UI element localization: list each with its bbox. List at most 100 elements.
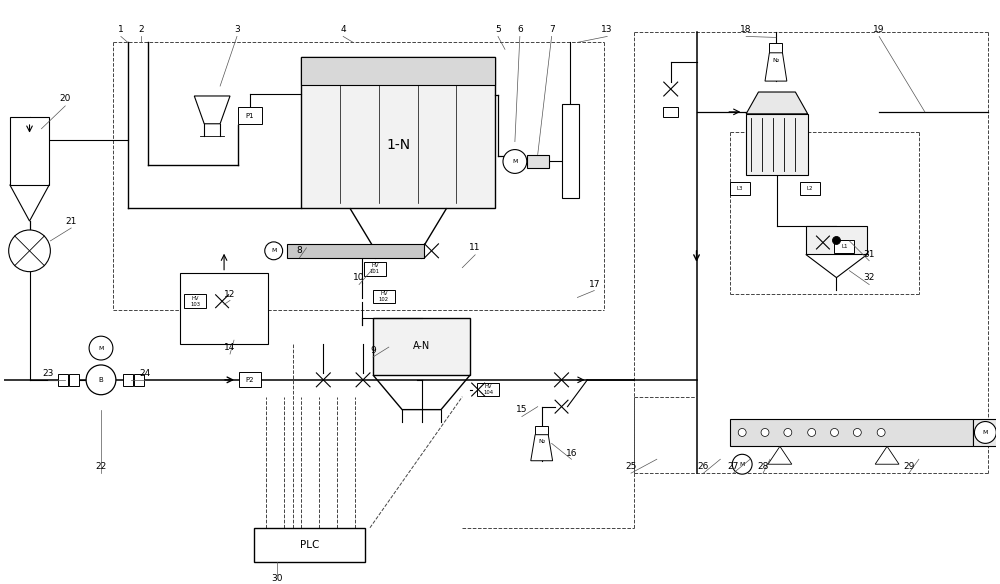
Text: 4: 4 (340, 25, 346, 34)
Bar (769, 43, 782, 53)
Circle shape (974, 422, 996, 443)
Bar (239, 373, 261, 387)
Text: 8: 8 (297, 246, 302, 255)
Circle shape (86, 365, 116, 395)
Text: 25: 25 (625, 462, 637, 471)
Bar (834, 240, 854, 253)
Polygon shape (875, 446, 899, 464)
Bar (973, 419, 1000, 446)
Polygon shape (765, 53, 787, 81)
Bar (180, 273, 268, 344)
Text: HV
102: HV 102 (379, 291, 389, 302)
Text: 12: 12 (224, 290, 236, 299)
Text: 29: 29 (903, 462, 915, 471)
Text: M: M (983, 430, 988, 435)
Text: HV
101: HV 101 (370, 263, 380, 274)
Text: 28: 28 (757, 462, 769, 471)
Text: L2: L2 (806, 186, 813, 191)
Text: P2: P2 (246, 377, 254, 383)
Bar (238, 107, 262, 124)
Text: L1: L1 (841, 244, 848, 249)
Text: L3: L3 (737, 186, 743, 191)
Bar (477, 383, 499, 397)
Text: 13: 13 (601, 25, 613, 34)
Polygon shape (768, 446, 792, 464)
Text: 17: 17 (589, 280, 600, 289)
Text: 11: 11 (469, 244, 481, 252)
Bar (254, 528, 365, 562)
Polygon shape (531, 434, 553, 461)
Text: 21: 21 (66, 217, 77, 225)
Circle shape (503, 150, 527, 173)
Bar (663, 107, 678, 117)
Text: 26: 26 (698, 462, 709, 471)
Bar (301, 57, 495, 85)
Circle shape (9, 230, 50, 272)
Bar (800, 182, 820, 194)
Text: 30: 30 (271, 574, 282, 583)
Text: HV
104: HV 104 (483, 384, 493, 395)
Text: M: M (98, 346, 104, 350)
Circle shape (808, 429, 816, 436)
Text: N₂: N₂ (772, 58, 780, 62)
Text: 15: 15 (516, 405, 528, 414)
Text: 24: 24 (139, 370, 150, 378)
Bar (69, 374, 79, 386)
Bar (373, 290, 395, 304)
Text: 7: 7 (549, 25, 554, 34)
Bar (364, 262, 386, 276)
Text: 23: 23 (43, 370, 54, 378)
Text: P1: P1 (246, 113, 254, 119)
Text: 14: 14 (224, 343, 236, 352)
Bar (287, 244, 424, 258)
Text: 22: 22 (95, 462, 107, 471)
Text: 3: 3 (234, 25, 240, 34)
Text: 16: 16 (566, 449, 577, 458)
Text: M: M (512, 159, 518, 164)
Bar (562, 104, 579, 198)
Text: 20: 20 (60, 95, 71, 103)
Bar (373, 318, 470, 375)
Text: 27: 27 (728, 462, 739, 471)
Text: N₂: N₂ (538, 439, 545, 444)
Text: 18: 18 (740, 25, 752, 34)
Bar (58, 374, 68, 386)
Text: 31: 31 (863, 251, 875, 259)
Polygon shape (746, 92, 808, 114)
Bar (730, 182, 750, 194)
Bar (730, 419, 973, 446)
Text: A-N: A-N (413, 340, 430, 351)
Bar (806, 226, 867, 255)
Text: 6: 6 (517, 25, 523, 34)
Bar (535, 426, 548, 434)
Bar (184, 294, 206, 308)
Text: M: M (271, 248, 276, 253)
Text: HV
103: HV 103 (190, 296, 200, 307)
Circle shape (738, 429, 746, 436)
Circle shape (761, 429, 769, 436)
Bar (10, 117, 49, 185)
Text: 9: 9 (370, 346, 376, 354)
Polygon shape (194, 96, 230, 124)
Circle shape (732, 454, 752, 474)
Circle shape (853, 429, 861, 436)
Circle shape (831, 429, 838, 436)
Text: M: M (739, 462, 745, 467)
Circle shape (265, 242, 283, 260)
Bar (301, 57, 495, 208)
Text: 2: 2 (138, 25, 144, 34)
Text: 32: 32 (864, 273, 875, 282)
Bar (746, 114, 808, 175)
Bar (134, 374, 144, 386)
Text: 1: 1 (118, 25, 124, 34)
Text: 19: 19 (873, 25, 885, 34)
Bar (123, 374, 133, 386)
Circle shape (833, 237, 840, 245)
Circle shape (89, 336, 113, 360)
Text: 10: 10 (353, 273, 365, 282)
Circle shape (877, 429, 885, 436)
Text: 5: 5 (495, 25, 501, 34)
Text: 1-N: 1-N (386, 138, 410, 152)
Text: B: B (99, 377, 103, 383)
Circle shape (784, 429, 792, 436)
